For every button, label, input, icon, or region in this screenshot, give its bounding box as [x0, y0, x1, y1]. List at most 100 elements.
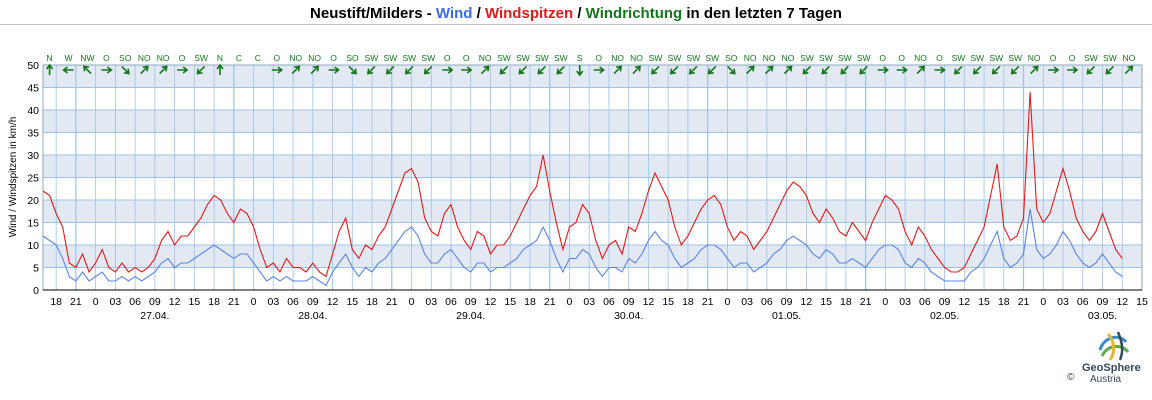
wind-direction-label: SW: [194, 53, 208, 63]
wind-direction-arrow-icon: [934, 66, 946, 74]
wind-direction-arrow-icon: [82, 65, 92, 75]
wind-direction-arrow-icon: [461, 66, 473, 74]
wind-direction-label: O: [179, 53, 186, 63]
geosphere-logo: GeoSphere © Austria: [1067, 328, 1150, 398]
y-tick-label: 25: [27, 173, 39, 185]
wind-direction-label: W: [64, 53, 72, 63]
wind-direction-arrow-icon: [746, 65, 755, 75]
x-tick-label: 06: [287, 296, 299, 308]
copyright-symbol: ©: [1067, 372, 1075, 383]
wind-direction-arrow-icon: [101, 66, 113, 74]
x-tick-label: 21: [702, 296, 714, 308]
x-tick-label: 12: [485, 296, 497, 308]
wind-direction-label: SW: [989, 53, 1003, 63]
x-tick-label: 0: [724, 296, 730, 308]
x-tick-label: 03: [267, 296, 279, 308]
wind-direction-label: SW: [402, 53, 416, 63]
grid-band: [43, 65, 1142, 88]
x-tick-label: 15: [189, 296, 201, 308]
y-tick-label: 40: [27, 105, 39, 117]
wind-direction-label: SW: [971, 53, 985, 63]
y-tick-label: 50: [27, 60, 39, 72]
wind-direction-label: SW: [649, 53, 663, 63]
x-tick-label: 03: [425, 296, 437, 308]
date-label: 01.05.: [772, 310, 801, 322]
wind-direction-arrow-icon: [859, 65, 868, 75]
x-tick-label: 09: [781, 296, 793, 308]
x-tick-label: 12: [801, 296, 813, 308]
wind-direction-arrow-icon: [480, 65, 490, 75]
y-tick-label: 10: [27, 240, 39, 252]
title-suffix: in den letzten 7 Tagen: [686, 5, 842, 22]
wind-direction-label: S: [577, 53, 583, 63]
y-tick-label: 35: [27, 128, 39, 140]
x-tick-label: 18: [524, 296, 536, 308]
x-tick-label: 0: [882, 296, 888, 308]
date-label: 30.04.: [614, 310, 643, 322]
logo-name: GeoSphere: [1082, 362, 1141, 374]
wind-direction-arrow-icon: [877, 66, 890, 74]
x-tick-label: 15: [820, 296, 832, 308]
wind-direction-arrow-icon: [348, 65, 358, 75]
grid-band: [43, 155, 1142, 178]
wind-direction-label: NO: [289, 53, 302, 63]
x-tick-label: 09: [307, 296, 319, 308]
wind-direction-arrow-icon: [1048, 66, 1060, 74]
wind-direction-arrow-icon: [593, 66, 606, 74]
wind-direction-arrow-icon: [669, 65, 679, 75]
wind-direction-label: O: [273, 53, 280, 63]
x-tick-label: 09: [939, 296, 951, 308]
x-tick-label: 15: [346, 296, 358, 308]
wind-direction-arrow-icon: [216, 63, 224, 75]
wind-direction-label: SO: [346, 53, 359, 63]
wind-direction-arrow-icon: [62, 66, 74, 74]
wind-direction-arrow-icon: [442, 66, 454, 74]
wind-direction-label: C: [255, 53, 261, 63]
wind-direction-arrow-icon: [972, 65, 982, 75]
wind-direction-arrow-icon: [537, 65, 546, 75]
wind-direction-arrow-icon: [727, 65, 736, 75]
title-direction: Windrichtung: [586, 5, 683, 22]
title-separator-2: /: [577, 5, 585, 22]
wind-direction-arrow-icon: [783, 65, 793, 75]
wind-direction-label: NO: [782, 53, 795, 63]
x-tick-label: 03: [583, 296, 595, 308]
wind-direction-arrow-icon: [271, 66, 284, 74]
x-tick-label: 18: [366, 296, 378, 308]
wind-direction-arrow-icon: [1124, 65, 1134, 75]
wind-direction-arrow-icon: [556, 65, 565, 75]
wind-direction-arrow-icon: [140, 65, 149, 75]
date-label: 03.05.: [1088, 310, 1117, 322]
x-tick-label: 09: [149, 296, 161, 308]
wind-direction-label: SW: [516, 53, 530, 63]
wind-direction-label: SW: [668, 53, 682, 63]
x-tick-label: 0: [93, 296, 99, 308]
wind-direction-arrow-icon: [1105, 65, 1115, 75]
x-tick-label: 03: [899, 296, 911, 308]
wind-direction-label: O: [1050, 53, 1057, 63]
x-tick-label: 15: [662, 296, 674, 308]
wind-direction-arrow-icon: [366, 65, 376, 75]
wind-direction-arrow-icon: [291, 65, 301, 75]
wind-direction-arrow-icon: [159, 65, 168, 75]
wind-direction-label: O: [1069, 53, 1076, 63]
logo-subtitle: Austria: [1090, 374, 1122, 385]
geosphere-emblem-icon: [1098, 331, 1130, 361]
x-tick-label: 09: [1097, 296, 1109, 308]
wind-direction-label: C: [236, 53, 242, 63]
x-tick-label: 12: [1116, 296, 1128, 308]
wind-direction-label: SW: [1008, 53, 1022, 63]
wind-direction-arrow-icon: [991, 65, 1001, 75]
y-axis-label: Wind / Windspitzen in km/h: [8, 117, 19, 238]
wind-direction-label: NO: [1028, 53, 1041, 63]
wind-direction-arrow-icon: [896, 66, 908, 74]
wind-direction-label: SW: [497, 53, 511, 63]
x-tick-label: 21: [544, 296, 556, 308]
x-tick-label: 09: [465, 296, 477, 308]
x-tick-label: 06: [1077, 296, 1089, 308]
wind-direction-label: O: [463, 53, 470, 63]
wind-direction-arrow-icon: [196, 65, 206, 75]
wind-direction-arrow-icon: [385, 65, 395, 75]
wind-direction-arrow-icon: [404, 65, 414, 75]
